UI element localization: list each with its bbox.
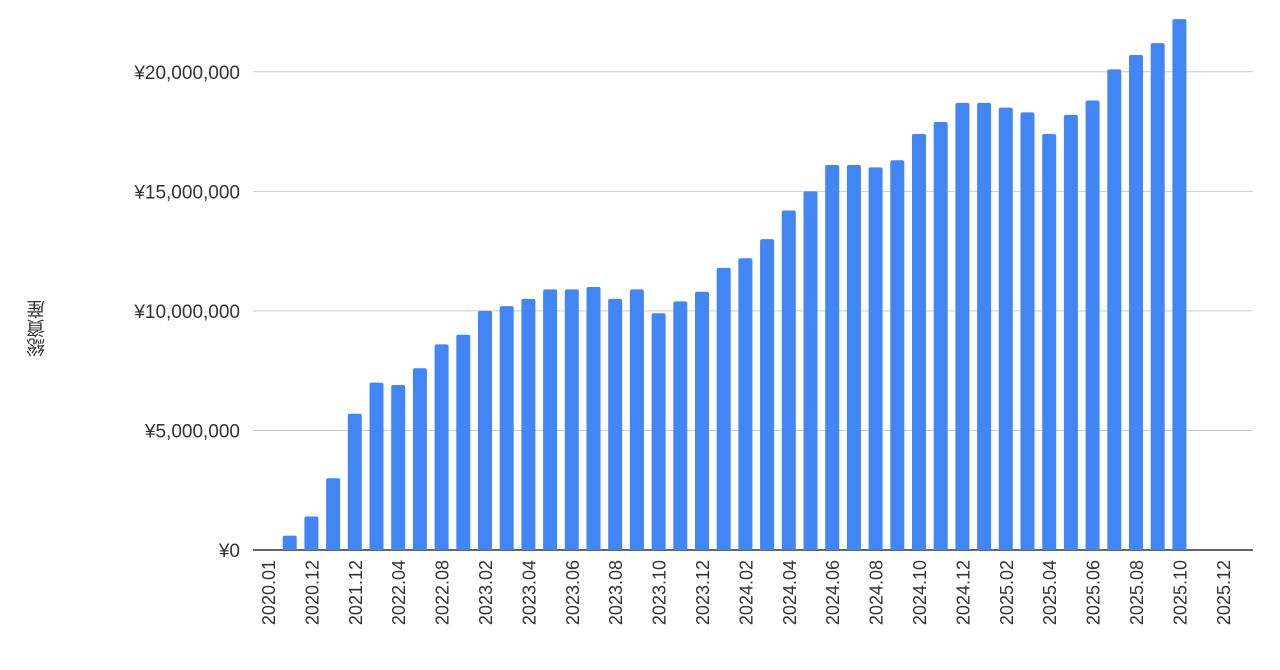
bar [434, 344, 449, 550]
x-tick-label: 2022.04 [389, 560, 409, 625]
bar [998, 107, 1013, 551]
bar [456, 334, 471, 550]
x-tick-label: 2023.08 [606, 560, 626, 625]
bar [521, 298, 536, 550]
bar [1063, 114, 1078, 550]
bar [347, 413, 362, 550]
bar [977, 102, 992, 551]
bar [586, 286, 601, 550]
bar [326, 478, 341, 550]
x-tick-labels: 2020.01 2020.12 2021.12 2022.04 2022.08 2023.… [259, 560, 1234, 625]
bar [304, 516, 319, 550]
x-tick-label: 2025.08 [1127, 560, 1147, 625]
bar [412, 368, 427, 550]
y-tick-label: ¥15,000,000 [133, 182, 240, 203]
x-tick-label: 2023.06 [563, 560, 583, 625]
y-axis-label: 総資産 [27, 300, 48, 357]
x-tick-label: 2023.02 [476, 560, 496, 625]
bar [1172, 19, 1187, 550]
x-tick-label: 2025.10 [1170, 560, 1190, 625]
x-tick-label: 2024.10 [910, 560, 930, 625]
bar [955, 102, 970, 551]
bar [1150, 43, 1165, 551]
bar [673, 301, 688, 550]
x-tick-label: 2025.12 [1214, 560, 1234, 625]
bar [846, 165, 861, 550]
bar [781, 210, 796, 550]
y-tick-label: ¥5,000,000 [144, 421, 240, 442]
bar [478, 310, 492, 550]
bar [890, 160, 905, 550]
x-tick-label: 2021.12 [346, 560, 366, 625]
bar [868, 167, 883, 550]
bar [543, 289, 558, 550]
x-tick-label: 2025.06 [1084, 560, 1104, 625]
y-tick-label: ¥10,000,000 [133, 302, 240, 323]
bar [695, 291, 709, 550]
y-tick-label: ¥20,000,000 [133, 63, 240, 84]
bar [1042, 133, 1057, 551]
bar [282, 535, 297, 550]
bar [1085, 100, 1100, 551]
x-tick-label: 2025.02 [997, 560, 1017, 625]
x-tick-label: 2025.04 [1040, 560, 1060, 625]
bar [391, 385, 406, 550]
bar [564, 289, 579, 550]
bar [738, 258, 753, 550]
bar [608, 298, 623, 550]
bar [369, 382, 384, 550]
bar [1020, 112, 1035, 550]
x-tick-label: 2024.04 [780, 560, 800, 625]
bar [933, 121, 948, 550]
bar [912, 133, 926, 551]
x-tick-label: 2023.04 [519, 560, 539, 625]
x-tick-label: 2023.10 [650, 560, 670, 625]
bar [499, 306, 514, 550]
bar [803, 191, 818, 551]
bar [651, 313, 666, 550]
bars [282, 19, 1187, 551]
x-tick-label: 2024.02 [736, 560, 756, 625]
bar [1107, 69, 1122, 551]
y-tick-labels: ¥0 ¥5,000,000 ¥10,000,000 ¥15,000,000 ¥20,00… [133, 63, 240, 562]
bar [716, 267, 731, 550]
x-tick-label: 2024.06 [823, 560, 843, 625]
bar [825, 165, 840, 550]
x-tick-label: 2023.12 [693, 560, 713, 625]
bar [629, 289, 644, 550]
x-tick-label: 2024.12 [953, 560, 973, 625]
x-tick-label: 2022.08 [433, 560, 453, 625]
bar [1129, 55, 1143, 550]
x-tick-label: 2024.08 [867, 560, 887, 625]
x-tick-label: 2020.12 [302, 560, 322, 625]
y-tick-label: ¥0 [218, 541, 240, 562]
bar [760, 239, 775, 550]
x-tick-label: 2020.01 [259, 560, 279, 625]
